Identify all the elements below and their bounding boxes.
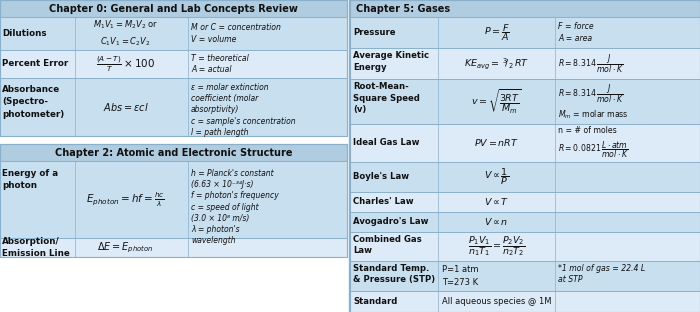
Text: $R = 8.314\,\dfrac{J}{mol \cdot K}$: $R = 8.314\,\dfrac{J}{mol \cdot K}$: [558, 52, 624, 75]
Text: Chapter 2: Atomic and Electronic Structure: Chapter 2: Atomic and Electronic Structu…: [55, 148, 293, 158]
Text: F = force
A = area: F = force A = area: [558, 22, 594, 43]
Text: $PV = nRT$: $PV = nRT$: [474, 137, 519, 148]
Text: $\dfrac{P_1V_1}{n_1T_1} = \dfrac{P_2V_2}{n_2T_2}$: $\dfrac{P_1V_1}{n_1T_1} = \dfrac{P_2V_2}…: [468, 234, 525, 258]
Text: T = theoretical
A = actual: T = theoretical A = actual: [191, 54, 248, 74]
Text: Boyle's Law: Boyle's Law: [353, 172, 409, 181]
Text: *1 mol of gas = 22.4 L
at STP: *1 mol of gas = 22.4 L at STP: [558, 264, 645, 284]
Text: $V \propto \dfrac{1}{P}$: $V \propto \dfrac{1}{P}$: [484, 166, 509, 187]
Text: Root-Mean-
Square Speed
(v): Root-Mean- Square Speed (v): [353, 82, 420, 114]
Text: Absorbance
(Spectro-
photometer): Absorbance (Spectro- photometer): [2, 85, 64, 119]
Bar: [350, 261, 700, 291]
Bar: [350, 0, 700, 312]
Text: Energy of a
photon: Energy of a photon: [2, 169, 58, 191]
Text: $E_{photon} = hf = \frac{hc}{\lambda}$: $E_{photon} = hf = \frac{hc}{\lambda}$: [86, 190, 165, 209]
Bar: [0, 144, 347, 161]
Text: Chapter 5: Gases: Chapter 5: Gases: [356, 3, 450, 13]
Bar: [0, 161, 347, 238]
Text: P=1 atm
T=273 K: P=1 atm T=273 K: [442, 265, 479, 286]
Text: $v = \sqrt{\dfrac{3RT}{M_m}}$: $v = \sqrt{\dfrac{3RT}{M_m}}$: [471, 87, 522, 116]
Text: Chapter 0: General and Lab Concepts Review: Chapter 0: General and Lab Concepts Revi…: [49, 3, 298, 13]
Text: $R = 8.314\,\dfrac{J}{mol \cdot K}$
$M_m$ = molar mass: $R = 8.314\,\dfrac{J}{mol \cdot K}$ $M_m…: [558, 82, 629, 121]
Bar: [350, 232, 700, 261]
Bar: [350, 192, 700, 212]
Text: h = Planck's constant
(6.63 × 10⁻³⁴J·s)
f = photon's frequency
c = speed of ligh: h = Planck's constant (6.63 × 10⁻³⁴J·s) …: [191, 169, 279, 246]
Text: Charles' Law: Charles' Law: [353, 197, 414, 206]
Text: n = # of moles
$R = 0.0821\,\dfrac{L \cdot atm}{mol \cdot K}$: n = # of moles $R = 0.0821\,\dfrac{L \cd…: [558, 126, 629, 160]
Bar: [350, 291, 700, 312]
Text: ε = molar extinction
coefficient (molar
absorptivity)
c = sample's concentration: ε = molar extinction coefficient (molar …: [191, 83, 295, 137]
Bar: [0, 17, 347, 50]
Bar: [0, 0, 347, 136]
Text: Standard: Standard: [353, 297, 398, 306]
Text: Combined Gas
Law: Combined Gas Law: [353, 235, 421, 255]
Bar: [0, 0, 347, 17]
Bar: [350, 0, 700, 17]
Text: $P = \dfrac{F}{A}$: $P = \dfrac{F}{A}$: [484, 22, 510, 43]
Text: Ideal Gas Law: Ideal Gas Law: [353, 138, 419, 147]
Text: $\Delta E = E_{photon}$: $\Delta E = E_{photon}$: [97, 240, 154, 255]
Bar: [0, 78, 347, 136]
Text: $V \propto T$: $V \propto T$: [484, 196, 509, 207]
Text: $KE_{avg} = \,^3\!/_2\, RT$: $KE_{avg} = \,^3\!/_2\, RT$: [464, 56, 529, 71]
Text: $\frac{(A - T)}{T} \times 100$: $\frac{(A - T)}{T} \times 100$: [96, 54, 155, 74]
Text: Average Kinetic
Energy: Average Kinetic Energy: [353, 51, 429, 72]
Text: $M_1V_1 = M_2V_2$ or
$C_1V_1 = C_2V_2$: $M_1V_1 = M_2V_2$ or $C_1V_1 = C_2V_2$: [93, 19, 158, 48]
Text: $Abs = \varepsilon cl$: $Abs = \varepsilon cl$: [103, 101, 148, 113]
Bar: [350, 17, 700, 48]
Text: M or C = concentration
V = volume: M or C = concentration V = volume: [191, 23, 281, 44]
Text: All aqueous species @ 1M: All aqueous species @ 1M: [442, 297, 552, 306]
Text: Absorption/
Emission Line: Absorption/ Emission Line: [2, 237, 70, 258]
Bar: [350, 162, 700, 192]
Text: $V \propto n$: $V \propto n$: [484, 216, 509, 227]
Bar: [350, 79, 700, 124]
Bar: [350, 124, 700, 162]
Text: Avogadro's Law: Avogadro's Law: [353, 217, 428, 226]
Bar: [0, 238, 347, 257]
Bar: [0, 144, 347, 257]
Text: Percent Error: Percent Error: [2, 60, 69, 69]
Bar: [350, 212, 700, 232]
Bar: [0, 50, 347, 78]
Text: Standard Temp.
& Pressure (STP): Standard Temp. & Pressure (STP): [353, 264, 435, 284]
Text: Pressure: Pressure: [353, 28, 396, 37]
Text: Dilutions: Dilutions: [2, 29, 47, 38]
Bar: [350, 48, 700, 79]
